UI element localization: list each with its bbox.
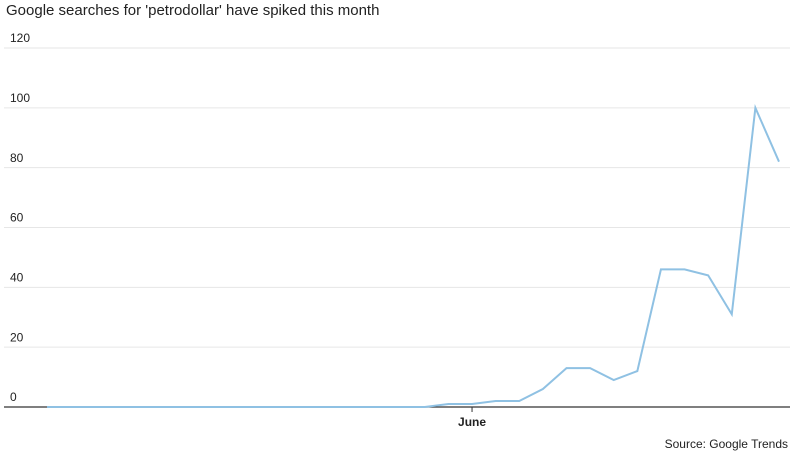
- y-tick-label: 80: [10, 151, 24, 165]
- x-tick-label: June: [458, 415, 486, 429]
- y-tick-label: 100: [10, 91, 30, 105]
- y-tick-label: 60: [10, 211, 24, 225]
- chart-title: Google searches for 'petrodollar' have s…: [6, 2, 379, 19]
- source-note: Source: Google Trends: [665, 437, 788, 451]
- y-tick-label: 0: [10, 390, 17, 404]
- y-tick-label: 20: [10, 330, 24, 344]
- y-tick-label: 120: [10, 31, 30, 45]
- data-line: [47, 104, 780, 408]
- y-tick-label: 40: [10, 271, 24, 285]
